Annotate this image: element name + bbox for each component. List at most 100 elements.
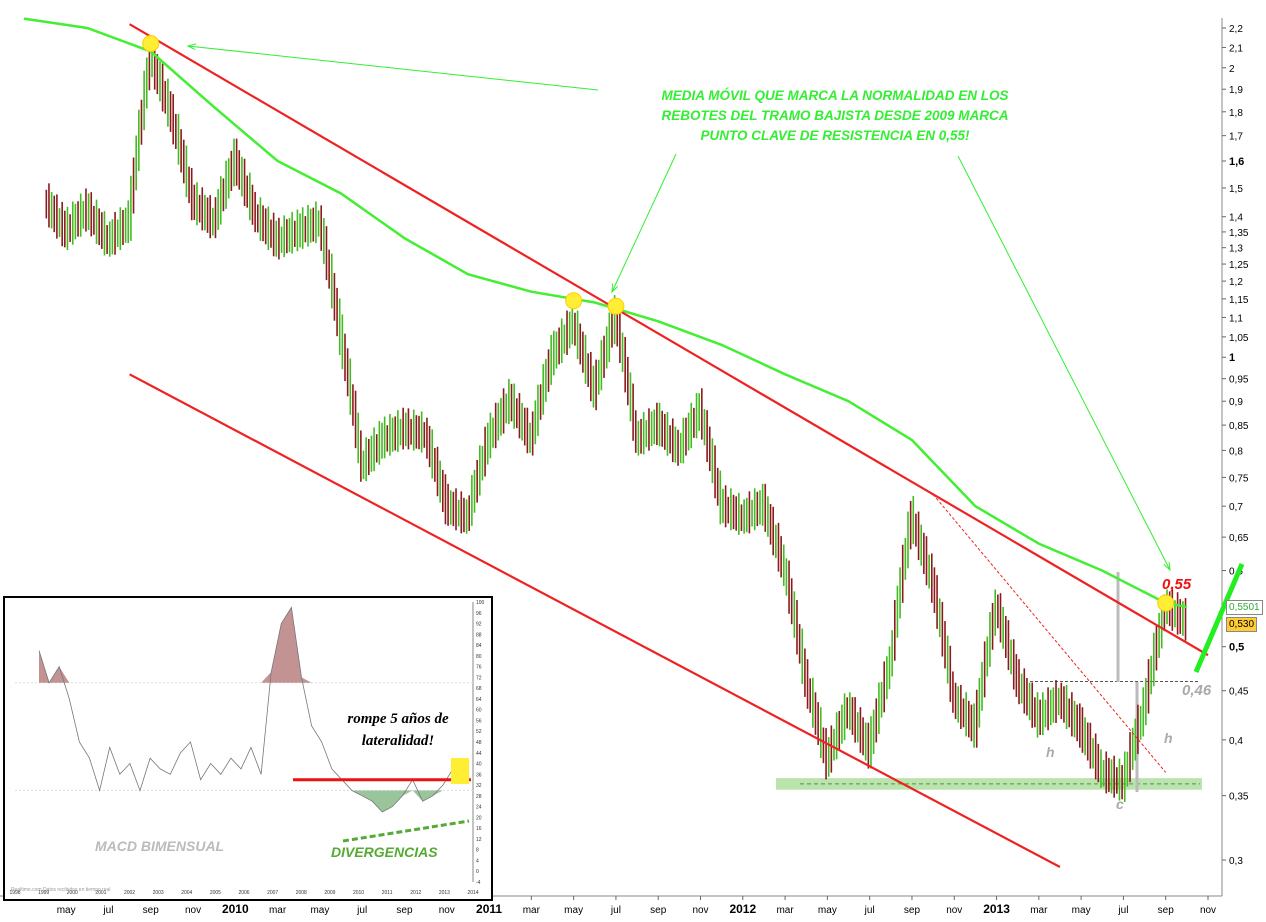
level-046-label: 0,46: [1182, 682, 1212, 699]
inset-y-label: 12: [476, 837, 482, 843]
y-tick-label: 1,4: [1229, 213, 1243, 224]
y-tick-label: 0,7: [1229, 502, 1243, 513]
x-tick-label: may: [310, 905, 329, 916]
x-tick-label: nov: [692, 905, 708, 916]
ma-last-value-badge: 0,5501: [1226, 600, 1263, 615]
y-tick-label: 2: [1229, 64, 1235, 75]
y-tick-label: 1,25: [1229, 260, 1249, 271]
inset-y-label: 24: [476, 805, 482, 811]
inset-y-label: 44: [476, 751, 482, 757]
h-right-label: h: [1164, 730, 1173, 746]
y-tick-label: 1,5: [1229, 184, 1243, 195]
ma-annotation: MEDIA MÓVIL QUE MARCA LA NORMALIDAD EN L…: [600, 86, 1070, 146]
inset-x-label: 2003: [153, 890, 164, 896]
x-tick-label: jul: [610, 905, 621, 916]
x-tick-label: may: [818, 905, 837, 916]
price-last-value-badge: 0,530: [1226, 617, 1258, 632]
inset-x-label: 2006: [238, 890, 249, 896]
inset-divergence-label: DIVERGENCIAS: [331, 844, 438, 860]
inset-x-label: 2010: [353, 890, 364, 896]
x-tick-label: jul: [1117, 905, 1128, 916]
y-tick-label: 1,9: [1229, 85, 1243, 96]
inset-x-label: 2011: [382, 890, 393, 896]
y-tick-label: 1,7: [1229, 132, 1243, 143]
y-tick-label: 1,8: [1229, 108, 1243, 119]
inset-y-label: 100: [476, 600, 485, 606]
inset-y-label: 88: [476, 632, 482, 638]
highlight-dot: [142, 34, 160, 52]
x-tick-label: mar: [1030, 905, 1048, 916]
highlight-dot: [607, 297, 625, 315]
x-tick-label: jul: [102, 905, 113, 916]
y-tick-label: 0,5: [1229, 642, 1244, 654]
y-tick-label: 0,65: [1229, 533, 1249, 544]
ma-annotation-line-3: PUNTO CLAVE DE RESISTENCIA EN 0,55!: [700, 128, 970, 143]
x-tick-label: jul: [356, 905, 367, 916]
inset-y-label: 48: [476, 740, 482, 746]
inset-x-label: 2005: [210, 890, 221, 896]
ma-annotation-line-2: REBOTES DEL TRAMO BAJISTA DESDE 2009 MAR…: [661, 108, 1009, 123]
inset-break-text-line-1: rompe 5 años de: [347, 711, 449, 727]
y-tick-label: 1,35: [1229, 228, 1249, 239]
y-tick-label: 1,05: [1229, 333, 1249, 344]
x-tick-label: 2010: [222, 902, 249, 916]
inset-y-label: 64: [476, 697, 482, 703]
projection-arrow: [1193, 563, 1245, 673]
inset-macd-line: [38, 606, 454, 813]
x-tick-label: nov: [946, 905, 962, 916]
inset-y-label: 8: [476, 848, 479, 854]
y-tick-label: 1,1: [1229, 313, 1243, 324]
y-tick-label: 0,9: [1229, 397, 1243, 408]
x-tick-label: 2013: [983, 902, 1010, 916]
inset-y-label: 28: [476, 794, 482, 800]
x-tick-label: mar: [269, 905, 287, 916]
x-tick-label: nov: [185, 905, 201, 916]
inset-y-label: 56: [476, 718, 482, 724]
inset-overbought-fill: [39, 607, 453, 683]
x-tick-label: nov: [1200, 905, 1216, 916]
inset-x-label: 2001: [95, 890, 106, 896]
y-tick-label: 1,3: [1229, 244, 1243, 255]
trendline-dashed: [932, 494, 1167, 773]
x-tick-label: sep: [904, 905, 921, 916]
inset-footer: Realtime.com Datos recibidos en tiempo r…: [11, 887, 111, 893]
highlight-dot: [565, 292, 583, 310]
arrow-to-2011-peaks: [612, 153, 677, 292]
inset-y-label: 4: [476, 858, 479, 864]
inset-x-label: 2002: [124, 890, 135, 896]
y-tick-label: 0,4: [1229, 736, 1243, 747]
x-tick-label: may: [1072, 905, 1091, 916]
inset-y-label: 96: [476, 611, 482, 617]
inset-title: MACD BIMENSUAL: [95, 838, 225, 854]
inset-x-label: 2013: [439, 890, 450, 896]
moving-average-line: [23, 17, 1188, 609]
inset-break-text: rompe 5 años de lateralidad!: [323, 708, 473, 752]
y-tick-label: 0,35: [1229, 792, 1249, 803]
inset-y-label: 52: [476, 729, 482, 735]
inset-y-label: 92: [476, 622, 482, 628]
inset-breakout-box: [451, 758, 469, 784]
h-left-label: h: [1046, 744, 1055, 760]
inset-x-label: 1999: [38, 890, 49, 896]
inset-y-label: 16: [476, 826, 482, 832]
c-label: c: [1116, 796, 1124, 812]
inset-y-label: 36: [476, 772, 482, 778]
inset-x-label: 2008: [296, 890, 307, 896]
y-tick-label: 0,85: [1229, 421, 1249, 432]
arrow-to-2009-peak: [188, 46, 599, 91]
inset-x-label: 2009: [324, 890, 335, 896]
x-tick-label: nov: [439, 905, 455, 916]
x-tick-label: may: [564, 905, 583, 916]
inset-y-label: 76: [476, 665, 482, 671]
inset-y-label: 68: [476, 686, 482, 692]
inset-x-label: 1998: [9, 890, 20, 896]
arrow-to-resistance: [957, 155, 1170, 570]
inset-break-text-line-2: lateralidad!: [361, 733, 435, 749]
inset-y-label: 20: [476, 815, 482, 821]
x-tick-label: sep: [396, 905, 413, 916]
x-tick-label: sep: [143, 905, 160, 916]
y-tick-label: 0,3: [1229, 856, 1243, 867]
inset-y-label: -4: [476, 880, 481, 886]
